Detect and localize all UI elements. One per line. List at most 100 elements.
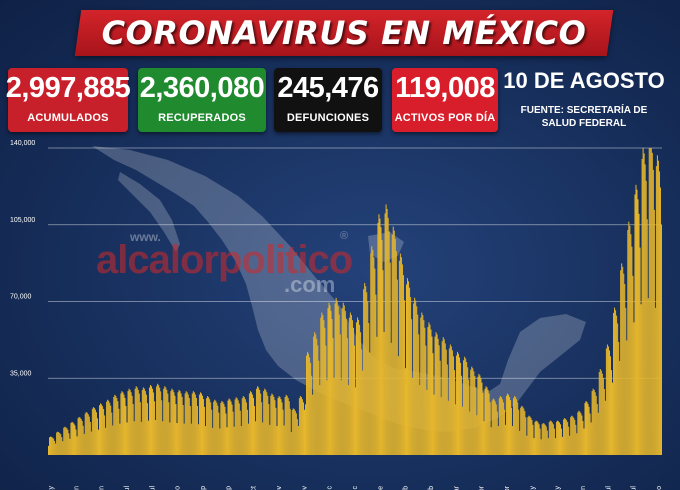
daily-bar: [441, 341, 443, 455]
daily-bar: [623, 273, 625, 455]
daily-bar: [639, 247, 641, 455]
daily-bar: [615, 310, 617, 455]
daily-bar: [282, 409, 284, 455]
daily-bar: [324, 327, 326, 455]
daily-bar: [259, 389, 261, 455]
daily-bar: [625, 307, 627, 455]
daily-bar: [127, 391, 129, 455]
daily-bar: [510, 400, 512, 455]
daily-bar: [264, 388, 266, 455]
daily-bar: [204, 406, 206, 455]
daily-bar: [353, 345, 355, 455]
daily-bar: [189, 405, 191, 455]
daily-bar: [304, 409, 305, 455]
daily-bar: [155, 420, 157, 455]
daily-bar: [528, 415, 530, 455]
daily-bar: [108, 400, 110, 455]
daily-bar: [115, 395, 117, 455]
daily-bar: [427, 327, 429, 455]
daily-bar: [63, 427, 65, 455]
daily-bar: [110, 405, 112, 455]
daily-bar: [211, 409, 213, 455]
daily-bar: [190, 423, 192, 455]
daily-bar: [53, 438, 55, 455]
daily-bar: [247, 423, 249, 455]
daily-bar: [56, 432, 58, 455]
bar-series: [48, 148, 662, 456]
daily-bar: [390, 342, 392, 455]
daily-bar: [185, 391, 187, 455]
daily-bar: [614, 307, 616, 455]
daily-bar: [588, 406, 590, 455]
daily-bar: [323, 320, 325, 455]
daily-bar: [553, 428, 555, 455]
daily-bar: [393, 230, 395, 455]
daily-bar: [482, 392, 484, 455]
daily-bar: [400, 257, 402, 455]
daily-bar: [506, 393, 508, 455]
x-tick-label: 3 nov: [276, 486, 283, 490]
daily-bar: [550, 421, 552, 455]
daily-bar: [191, 393, 193, 455]
daily-bar: [452, 356, 454, 455]
daily-bar: [237, 400, 239, 455]
daily-bar: [603, 389, 605, 455]
daily-bar: [563, 419, 565, 455]
daily-bar: [537, 422, 539, 455]
daily-bar: [313, 336, 315, 455]
daily-bar: [445, 349, 447, 455]
daily-bar: [374, 268, 376, 455]
daily-bar: [287, 398, 289, 455]
daily-bar: [221, 400, 223, 455]
daily-bar: [163, 388, 165, 455]
daily-bar: [367, 301, 369, 455]
daily-bar: [250, 392, 252, 455]
daily-bar: [154, 401, 156, 455]
daily-bar: [370, 253, 372, 455]
daily-bar: [168, 402, 170, 455]
daily-bar: [330, 310, 332, 455]
daily-bar: [348, 317, 350, 455]
daily-bar: [309, 357, 311, 455]
daily-bar: [617, 323, 619, 455]
daily-bar: [178, 389, 180, 455]
daily-bar: [227, 400, 229, 455]
daily-bar: [656, 155, 658, 455]
daily-bar: [591, 391, 593, 455]
daily-bar: [273, 396, 275, 455]
daily-bar: [175, 404, 177, 455]
daily-bar: [216, 402, 218, 455]
daily-bar: [584, 402, 586, 455]
daily-bar: [207, 396, 209, 455]
y-axis-tick-labels: 35,000 70,000 105,000 140,000: [10, 140, 35, 377]
daily-bar: [593, 389, 595, 455]
stat-active-label: ACTIVOS POR DÍA: [394, 112, 496, 124]
daily-bar: [612, 382, 614, 455]
daily-bar: [536, 421, 538, 455]
daily-bar: [288, 401, 290, 455]
x-tick-label: 19 jun: [580, 486, 587, 490]
daily-bar: [226, 427, 228, 455]
source-note: FUENTE: SECRETARÍA DE SALUD FEDERAL: [508, 104, 660, 130]
daily-bar: [54, 440, 56, 455]
daily-bar: [517, 402, 519, 455]
daily-bar: [637, 199, 639, 455]
daily-bar: [566, 420, 568, 455]
daily-bar: [183, 423, 185, 455]
x-tick-label: 22 nov: [301, 486, 308, 490]
daily-bar: [631, 246, 633, 455]
daily-bar: [649, 148, 651, 455]
daily-bar: [544, 424, 546, 455]
daily-bar: [433, 394, 435, 455]
daily-bar: [223, 403, 225, 455]
daily-bar: [261, 402, 263, 455]
daily-bar: [373, 257, 375, 455]
daily-bar: [135, 386, 137, 455]
daily-bar: [162, 421, 164, 455]
daily-bar: [602, 378, 604, 455]
daily-bar: [611, 370, 612, 455]
daily-bar: [578, 410, 580, 455]
daily-bar: [64, 426, 66, 455]
daily-bar: [627, 230, 629, 455]
daily-bar: [490, 427, 492, 455]
